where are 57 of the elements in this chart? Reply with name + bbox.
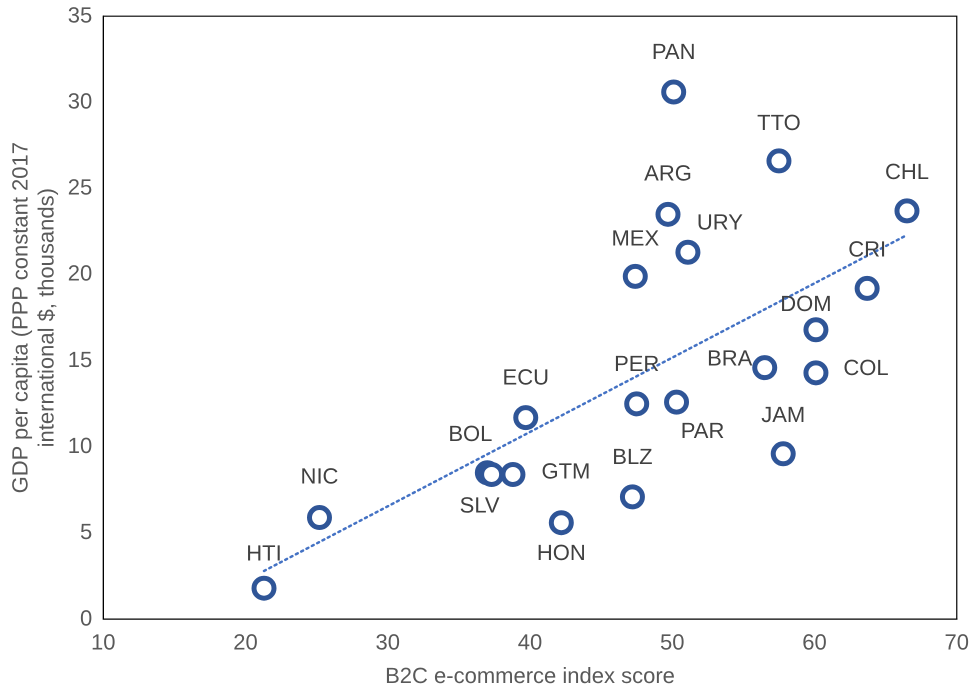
x-tick-label: 50 bbox=[660, 629, 685, 654]
point bbox=[620, 484, 645, 510]
annotation: GTM bbox=[542, 458, 590, 484]
annotation: URY bbox=[696, 209, 744, 234]
point bbox=[500, 462, 526, 487]
x-tick-label: 30 bbox=[376, 629, 400, 654]
point bbox=[766, 148, 792, 174]
annotation: CRI bbox=[848, 236, 886, 262]
annotation: PER bbox=[614, 350, 660, 376]
y-axis-title: GDP per capita (PPP constant 2017 international $, thousands) bbox=[7, 142, 59, 494]
annotation: COL bbox=[843, 354, 889, 380]
y-tick-label: 25 bbox=[68, 174, 92, 200]
annotation: HTI bbox=[246, 540, 282, 566]
y-tick-label: 35 bbox=[68, 2, 92, 28]
annotation: BRA bbox=[707, 346, 753, 371]
point bbox=[854, 276, 880, 301]
annotation: CHL bbox=[884, 158, 929, 184]
point bbox=[656, 202, 680, 227]
annotation: PAN bbox=[652, 39, 696, 64]
point bbox=[803, 317, 828, 342]
y-tick-label: 10 bbox=[68, 432, 92, 458]
point bbox=[622, 264, 648, 289]
annotation: DOM bbox=[780, 290, 832, 316]
point bbox=[513, 405, 538, 430]
y-tick-label: 5 bbox=[80, 519, 92, 544]
point bbox=[548, 510, 574, 536]
annotation: PAR bbox=[680, 418, 724, 444]
x-tick-label: 70 bbox=[944, 629, 970, 654]
y-tick-label: 20 bbox=[68, 260, 92, 286]
point bbox=[770, 441, 796, 466]
point bbox=[624, 391, 650, 416]
y-tick-label: 30 bbox=[68, 88, 92, 114]
annotation: SLV bbox=[460, 492, 500, 518]
x-tick-label: 60 bbox=[802, 629, 827, 654]
annotation: NIC bbox=[300, 464, 339, 489]
point bbox=[803, 360, 828, 386]
point bbox=[894, 198, 920, 224]
point bbox=[252, 576, 277, 601]
point bbox=[479, 462, 504, 487]
annotation: TTO bbox=[757, 110, 801, 135]
annotation: HON bbox=[536, 540, 586, 565]
annotation: JAM bbox=[761, 402, 806, 427]
annotation: BOL bbox=[448, 420, 492, 446]
annotation: MEX bbox=[611, 225, 660, 250]
annotation: ECU bbox=[502, 364, 549, 390]
point bbox=[664, 390, 690, 415]
x-tick-label: 40 bbox=[518, 629, 542, 654]
point bbox=[675, 240, 700, 265]
point bbox=[661, 80, 686, 105]
x-axis-title: B2C e-commerce index score bbox=[385, 662, 675, 688]
y-tick-label: 0 bbox=[80, 605, 92, 630]
y-tick-label: 15 bbox=[68, 346, 92, 372]
point bbox=[752, 355, 778, 380]
annotation: ARG bbox=[644, 160, 692, 186]
x-tick-label: 20 bbox=[233, 629, 258, 654]
point bbox=[306, 505, 332, 530]
annotation: BLZ bbox=[612, 444, 653, 469]
